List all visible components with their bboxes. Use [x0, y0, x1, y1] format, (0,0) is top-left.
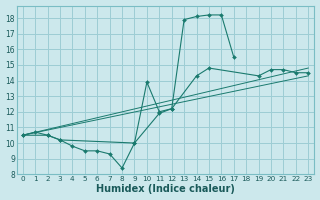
X-axis label: Humidex (Indice chaleur): Humidex (Indice chaleur)	[96, 184, 235, 194]
